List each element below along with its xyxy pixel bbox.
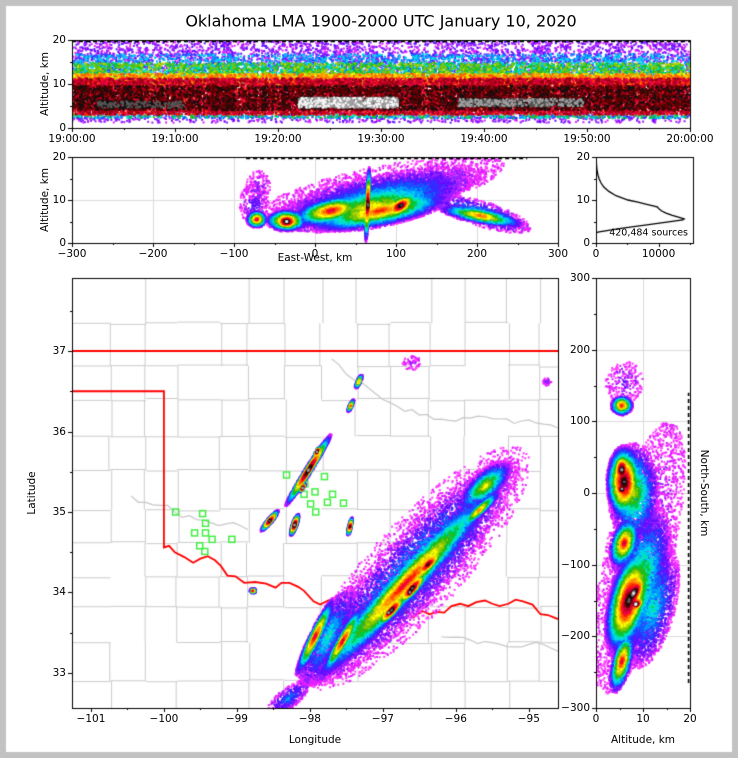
tick-label: 19:10:00 — [151, 133, 199, 145]
ns-cross-xlabel: Altitude, km — [610, 734, 676, 746]
tick-label: −95 — [517, 713, 540, 725]
tick-label: 19:40:00 — [460, 133, 508, 145]
tick-label: 0 — [583, 237, 590, 249]
tick-label: 19:20:00 — [254, 133, 302, 145]
tick-label: 10 — [52, 194, 66, 206]
tick-label: −98 — [298, 713, 321, 725]
tick-label: 20 — [52, 151, 66, 163]
tick-label: 35 — [52, 505, 66, 518]
tick-label: 20 — [52, 34, 66, 46]
tick-label: −100 — [219, 248, 249, 260]
tick-label: 10 — [576, 194, 590, 206]
tick-label: −99 — [225, 713, 248, 725]
tick-label: 19:30:00 — [357, 133, 405, 145]
tick-label: 19:00:00 — [48, 133, 96, 145]
ew-cross-xlabel: East-West, km — [277, 252, 353, 264]
tick-label: 0 — [311, 248, 319, 260]
tick-label: 20 — [576, 151, 590, 163]
tick-label: 20:00:00 — [666, 133, 714, 145]
tick-label: 200 — [569, 343, 590, 356]
histogram-annotation: 420,484 sources — [609, 227, 688, 239]
tick-label: 19:50:00 — [563, 133, 611, 145]
tick-label: −96 — [444, 713, 467, 725]
tick-label: 0 — [59, 237, 66, 249]
tick-label: 0 — [592, 713, 600, 725]
map-ylabel: Latitude — [26, 471, 38, 515]
tick-label: 0 — [59, 122, 66, 134]
tick-label: 20 — [683, 713, 697, 725]
tick-label: 33 — [52, 666, 66, 679]
tick-label: 34 — [52, 586, 66, 599]
tick-label: −100 — [149, 713, 179, 725]
tick-label: −101 — [76, 713, 106, 725]
tick-label: 36 — [52, 425, 66, 438]
tick-label: −200 — [138, 248, 168, 260]
tick-label: 100 — [569, 415, 590, 428]
tick-label: 200 — [466, 248, 488, 260]
time-height-ylabel: Altitude, km — [39, 51, 51, 117]
tick-label: 100 — [385, 248, 407, 260]
map-xlabel: Longitude — [288, 734, 342, 746]
ns-cross-ylabel-right: North-South, km — [698, 449, 710, 537]
tick-label: 300 — [547, 248, 569, 260]
tick-label: −300 — [561, 702, 590, 714]
tick-label: 10 — [636, 713, 650, 725]
tick-label: 10000 — [641, 248, 676, 260]
tick-label: 0 — [592, 248, 600, 260]
figure-title: Oklahoma LMA 1900-2000 UTC January 10, 2… — [185, 11, 577, 31]
tick-label: −97 — [371, 713, 394, 725]
tick-label: −300 — [57, 248, 87, 260]
ew-cross-ylabel: Altitude, km — [39, 167, 51, 233]
tick-label: 10 — [52, 78, 66, 90]
tick-label: 0 — [583, 487, 590, 499]
tick-label: 37 — [52, 345, 66, 357]
tick-label: −200 — [561, 630, 590, 643]
tick-label: −100 — [561, 558, 590, 571]
tick-label: 300 — [569, 272, 590, 284]
